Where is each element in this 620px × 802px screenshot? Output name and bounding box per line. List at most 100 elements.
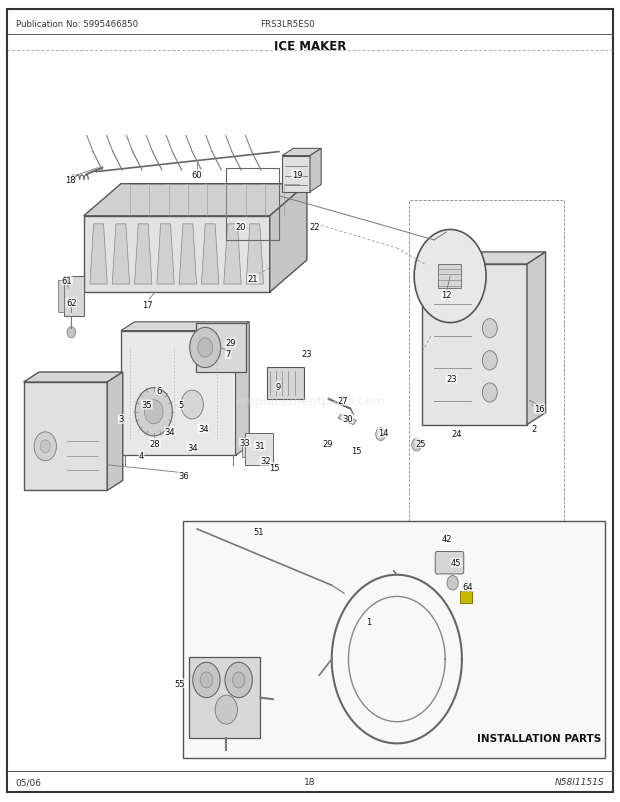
Polygon shape <box>246 225 264 285</box>
Polygon shape <box>196 324 246 372</box>
Text: 31: 31 <box>254 441 265 451</box>
Text: 24: 24 <box>451 429 461 439</box>
Polygon shape <box>121 322 249 331</box>
Circle shape <box>200 672 213 688</box>
Text: 34: 34 <box>198 424 209 434</box>
Circle shape <box>232 672 245 688</box>
Text: ICE MAKER: ICE MAKER <box>274 40 346 53</box>
Circle shape <box>135 388 172 436</box>
Text: 27: 27 <box>337 396 348 406</box>
Bar <box>409 200 564 521</box>
Polygon shape <box>270 184 307 293</box>
Text: 42: 42 <box>441 534 451 544</box>
Text: 14: 14 <box>378 428 388 438</box>
Text: 12: 12 <box>441 290 451 300</box>
Text: 18: 18 <box>64 176 76 185</box>
Polygon shape <box>527 253 546 425</box>
Text: 18: 18 <box>304 777 316 787</box>
Circle shape <box>198 338 213 358</box>
Text: 29: 29 <box>226 338 236 348</box>
Text: 29: 29 <box>322 439 332 449</box>
Text: 16: 16 <box>534 404 545 414</box>
Polygon shape <box>438 265 461 289</box>
Text: ereplacementparts.com: ereplacementparts.com <box>235 395 385 407</box>
Polygon shape <box>236 322 249 456</box>
Circle shape <box>412 439 422 452</box>
Text: 45: 45 <box>451 558 461 568</box>
Text: 34: 34 <box>164 427 175 436</box>
Text: 21: 21 <box>248 274 258 284</box>
Polygon shape <box>338 415 356 425</box>
Circle shape <box>225 662 252 698</box>
Circle shape <box>482 319 497 338</box>
Circle shape <box>215 695 237 724</box>
Text: 4: 4 <box>139 451 144 460</box>
Text: 1: 1 <box>366 617 371 626</box>
Text: 6: 6 <box>156 386 161 395</box>
Polygon shape <box>121 331 236 456</box>
Text: 20: 20 <box>236 222 246 232</box>
Text: INSTALLATION PARTS: INSTALLATION PARTS <box>477 734 601 743</box>
Polygon shape <box>282 149 321 156</box>
Polygon shape <box>64 277 84 317</box>
Circle shape <box>482 383 497 403</box>
Text: 60: 60 <box>192 170 203 180</box>
Polygon shape <box>189 658 260 738</box>
Circle shape <box>376 428 386 441</box>
Text: 22: 22 <box>310 222 320 232</box>
Polygon shape <box>310 149 321 192</box>
Polygon shape <box>422 265 527 425</box>
Polygon shape <box>24 372 123 383</box>
Text: 33: 33 <box>239 438 250 448</box>
Text: 2: 2 <box>532 424 537 434</box>
Text: 30: 30 <box>342 414 353 423</box>
Text: 35: 35 <box>141 400 153 410</box>
Polygon shape <box>90 225 107 285</box>
Circle shape <box>181 391 203 419</box>
FancyBboxPatch shape <box>435 552 464 574</box>
Text: 5: 5 <box>179 400 184 410</box>
Text: 7: 7 <box>226 350 231 359</box>
Polygon shape <box>84 217 270 293</box>
Text: 23: 23 <box>301 350 312 359</box>
Circle shape <box>193 662 220 698</box>
Polygon shape <box>157 225 174 285</box>
Polygon shape <box>135 225 152 285</box>
Circle shape <box>40 440 50 453</box>
Text: 23: 23 <box>446 375 457 384</box>
Text: 34: 34 <box>187 443 198 452</box>
Text: FRS3LR5ES0: FRS3LR5ES0 <box>260 19 315 29</box>
Polygon shape <box>245 433 273 465</box>
Text: 17: 17 <box>141 300 153 310</box>
Polygon shape <box>58 281 64 313</box>
Text: 55: 55 <box>175 678 185 688</box>
Polygon shape <box>242 437 245 457</box>
Text: 15: 15 <box>351 446 361 456</box>
Polygon shape <box>179 225 197 285</box>
Polygon shape <box>460 591 472 603</box>
Text: 9: 9 <box>276 382 281 391</box>
Polygon shape <box>84 184 307 217</box>
Text: 28: 28 <box>149 439 161 448</box>
Polygon shape <box>202 225 219 285</box>
Text: 3: 3 <box>118 415 123 424</box>
Text: 32: 32 <box>260 456 271 466</box>
Circle shape <box>190 328 221 368</box>
Polygon shape <box>267 367 304 399</box>
Text: 05/06: 05/06 <box>16 777 42 787</box>
Bar <box>183 521 604 758</box>
Text: 15: 15 <box>270 463 280 472</box>
Text: Publication No: 5995466850: Publication No: 5995466850 <box>16 19 138 29</box>
Circle shape <box>67 327 76 338</box>
Circle shape <box>144 400 163 424</box>
Circle shape <box>414 230 486 323</box>
Text: 61: 61 <box>61 276 73 286</box>
Text: 51: 51 <box>254 527 264 537</box>
Polygon shape <box>24 383 107 491</box>
Text: 62: 62 <box>66 298 77 308</box>
Text: 64: 64 <box>462 582 473 592</box>
Polygon shape <box>282 156 310 192</box>
Text: N58I1151S: N58I1151S <box>555 777 604 787</box>
Text: 36: 36 <box>178 471 189 480</box>
Circle shape <box>34 432 56 461</box>
